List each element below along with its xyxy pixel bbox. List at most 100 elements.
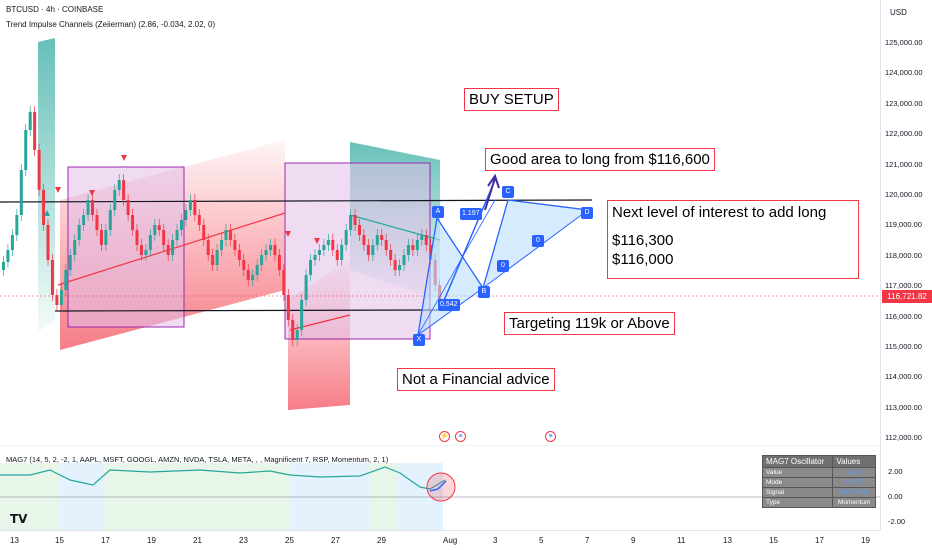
disclaimer-note[interactable]: Not a Financial advice bbox=[397, 368, 555, 391]
price-tick: 115,000.00 bbox=[885, 342, 922, 351]
candle-body bbox=[153, 225, 157, 235]
candle-body bbox=[55, 295, 59, 305]
candle-body bbox=[37, 150, 41, 190]
next-level-title: Next level of interest to add long bbox=[612, 204, 827, 221]
candle-body bbox=[91, 200, 94, 215]
pattern-point-x[interactable]: X bbox=[413, 334, 425, 346]
candle-body bbox=[282, 270, 286, 295]
pattern-point-0b: 0 bbox=[497, 260, 509, 272]
candle-body bbox=[322, 245, 326, 250]
candle-body bbox=[50, 260, 54, 295]
candle-body bbox=[398, 265, 402, 270]
candle-body bbox=[6, 250, 10, 262]
currency-label[interactable]: USD bbox=[890, 8, 907, 17]
sell-signal-marker bbox=[55, 187, 61, 193]
candle-body bbox=[313, 255, 317, 260]
candle-body bbox=[108, 210, 112, 230]
candle-body bbox=[286, 295, 290, 320]
candle-body bbox=[42, 190, 46, 225]
mag7-table: MAG7 Oscillator Values Value 1.234 Mode … bbox=[761, 455, 876, 508]
price-axis[interactable]: 125,000.00 124,000.00 123,000.00 122,000.00… bbox=[880, 0, 932, 530]
pattern-point-0a: 0 bbox=[532, 235, 544, 247]
pattern-point-c[interactable]: C bbox=[502, 186, 514, 198]
candle-body bbox=[237, 250, 241, 260]
resistance-line[interactable] bbox=[0, 199, 593, 203]
candle-body bbox=[291, 320, 295, 340]
sell-signal-marker bbox=[314, 238, 320, 244]
time-tick: 17 bbox=[101, 536, 110, 545]
candle-body bbox=[304, 275, 308, 300]
buy-setup-note[interactable]: BUY SETUP bbox=[464, 88, 559, 111]
price-tick: 120,000.00 bbox=[885, 190, 923, 199]
candle-body bbox=[126, 200, 130, 215]
candle-body bbox=[344, 230, 348, 245]
mag7-row-value: Momentum bbox=[832, 497, 876, 508]
pattern-ratio-2: 0.542 bbox=[438, 299, 460, 311]
time-tick: 5 bbox=[539, 536, 544, 545]
price-tick: 112,000.00 bbox=[885, 433, 922, 443]
candle-body bbox=[358, 225, 361, 235]
mag7-row-value: MAG7 bbox=[832, 477, 876, 488]
event-flag-icon[interactable]: ⚡ bbox=[439, 431, 450, 442]
mag7-row-label: Mode bbox=[761, 477, 834, 488]
pattern-point-b[interactable]: B bbox=[478, 286, 490, 298]
candle-body bbox=[260, 255, 264, 265]
candle-body bbox=[122, 180, 126, 200]
candle-body bbox=[429, 245, 433, 260]
price-tick: 116,000.00 bbox=[885, 311, 922, 321]
us-flag-icon[interactable]: ≡ bbox=[455, 431, 466, 442]
candle-body bbox=[24, 130, 28, 170]
candle-body bbox=[331, 240, 335, 250]
candle-body bbox=[309, 260, 313, 275]
osc-tick-top: 2.00 bbox=[888, 467, 903, 476]
candle-body bbox=[335, 250, 339, 260]
buy-signal-marker bbox=[44, 210, 50, 216]
tradingview-logo[interactable]: TV bbox=[10, 512, 28, 526]
candle-body bbox=[402, 255, 406, 265]
time-tick: 7 bbox=[585, 536, 590, 545]
pattern-point-d[interactable]: D bbox=[581, 207, 593, 219]
price-chart[interactable] bbox=[0, 0, 880, 530]
osc-zone-green bbox=[103, 463, 290, 530]
candle-body bbox=[384, 240, 388, 250]
pattern-point-a[interactable]: A bbox=[432, 206, 444, 218]
next-level-price-2: $116,000 bbox=[612, 251, 674, 268]
time-tick: 19 bbox=[147, 536, 156, 545]
candle-body bbox=[389, 250, 393, 260]
symbol-title[interactable]: BTCUSD · 4h · COINBASE bbox=[6, 5, 104, 14]
target-arrow bbox=[484, 177, 496, 211]
trend-channel-up-1 bbox=[38, 38, 55, 332]
candle-body bbox=[246, 270, 250, 280]
osc-tick-mid: 0.00 bbox=[888, 492, 903, 501]
good-area-note[interactable]: Good area to long from $116,600 bbox=[485, 148, 715, 171]
osc-line bbox=[0, 466, 446, 490]
candle-body bbox=[86, 200, 90, 215]
support-line[interactable] bbox=[54, 309, 441, 312]
us-flag-icon[interactable]: ≡ bbox=[545, 431, 556, 442]
candle-body bbox=[411, 245, 415, 250]
time-tick: 23 bbox=[239, 536, 248, 545]
candle-body bbox=[139, 245, 143, 255]
candle-body bbox=[211, 255, 215, 265]
sell-signal-marker bbox=[89, 190, 95, 196]
candle-body bbox=[117, 180, 121, 190]
oscillator-pane[interactable] bbox=[0, 445, 880, 530]
mag7-row-value: 1.234 bbox=[832, 467, 876, 478]
candle-body bbox=[380, 235, 384, 240]
candle-body bbox=[215, 250, 219, 265]
candle-body bbox=[366, 245, 370, 255]
indicator-legend[interactable]: Trend Impulse Channels (Zeiierman) (2.86… bbox=[6, 20, 216, 29]
price-tick: 113,000.00 bbox=[885, 402, 922, 412]
time-tick: 3 bbox=[493, 536, 498, 545]
price-tick: 121,000.00 bbox=[885, 159, 923, 169]
candle-body bbox=[317, 250, 321, 255]
price-tick: 118,000.00 bbox=[885, 250, 922, 260]
candle-body bbox=[264, 250, 268, 255]
range-box-1[interactable] bbox=[67, 166, 185, 328]
candle-body bbox=[73, 240, 77, 255]
time-axis[interactable]: 13 15 17 19 21 23 25 27 29 Aug 3 5 7 9 11 13 15 17 19 bbox=[0, 530, 880, 550]
next-level-note[interactable]: Next level of interest to add long $116,… bbox=[607, 200, 859, 279]
oscillator-legend[interactable]: MAG7 (14, 5, 2, -2, 1, AAPL, MSFT, GOOGL… bbox=[6, 455, 389, 464]
targeting-note[interactable]: Targeting 119k or Above bbox=[504, 312, 675, 335]
